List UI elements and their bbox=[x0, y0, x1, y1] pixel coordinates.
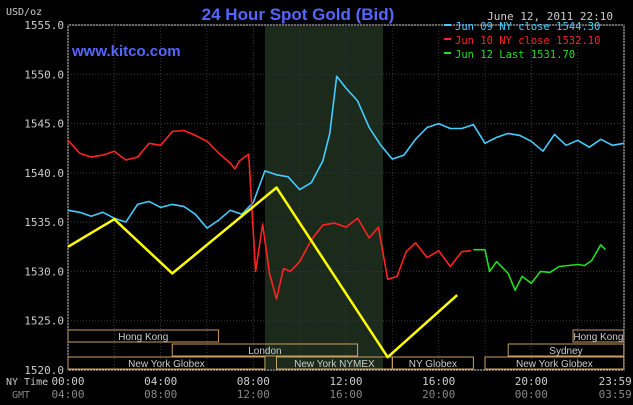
nymex-highlight bbox=[264, 26, 384, 369]
session-label: Hong Kong bbox=[573, 332, 623, 343]
x-tick-label-gmt: 20:00 bbox=[422, 388, 455, 401]
x-tick-label-ny: 23:59 bbox=[599, 375, 632, 388]
series-line-2 bbox=[473, 244, 607, 292]
session-label: NY Globex bbox=[409, 359, 457, 370]
y-tick-label: 1555.0 bbox=[24, 19, 64, 32]
trading-sessions: Hong Kong London New York Globex New York N… bbox=[67, 329, 625, 370]
chart-title: 24 Hour Spot Gold (Bid) bbox=[202, 5, 395, 24]
session-label: New York Globex bbox=[516, 359, 593, 370]
session-label: Hong Kong bbox=[118, 332, 168, 343]
x-axis-ticks: 00:0004:0004:0008:0008:0012:0012:0016:00… bbox=[51, 375, 631, 401]
y-axis-ticks: 1520.0 1525.0 1530.0 1535.0 1540.0 1545.0 1550… bbox=[24, 19, 64, 377]
x-tick-label-ny: 20:00 bbox=[515, 375, 548, 388]
x-tick-label-ny: 00:00 bbox=[51, 375, 84, 388]
y-tick-label: 1545.0 bbox=[24, 118, 64, 131]
x-axis-ny-label: NY Time bbox=[6, 377, 48, 388]
legend: Jun 09 NY close 1544.30 Jun 10 NY close … bbox=[444, 21, 600, 61]
legend-swatch-jun12 bbox=[444, 52, 451, 54]
watermark-url: www.kitco.com bbox=[71, 43, 181, 60]
session-box bbox=[507, 343, 625, 357]
session-label: New York NYMEX bbox=[294, 359, 375, 370]
x-tick-label-gmt: 08:00 bbox=[144, 388, 177, 401]
x-tick-label-gmt: 00:00 bbox=[515, 388, 548, 401]
session-box bbox=[391, 356, 474, 370]
y-tick-label: 1535.0 bbox=[24, 216, 64, 229]
legend-item-jun10: Jun 10 NY close 1532.10 bbox=[455, 35, 600, 47]
x-tick-label-gmt: 04:00 bbox=[51, 388, 84, 401]
legend-item-jun09: Jun 09 NY close 1544.30 bbox=[455, 21, 600, 33]
x-tick-label-ny: 04:00 bbox=[144, 375, 177, 388]
y-tick-label: 1520.0 bbox=[24, 364, 64, 377]
legend-swatch-jun09 bbox=[444, 24, 451, 26]
y-tick-label: 1540.0 bbox=[24, 167, 64, 180]
series-line-1 bbox=[67, 129, 472, 300]
session-label: New York Globex bbox=[128, 359, 205, 370]
session-label: London bbox=[248, 346, 281, 357]
series-line-3 bbox=[67, 186, 459, 359]
y-unit-label: USD/oz bbox=[6, 7, 42, 18]
highlight-band bbox=[264, 26, 384, 369]
session-label: Sydney bbox=[549, 346, 582, 357]
legend-item-jun12: Jun 12 Last 1531.70 bbox=[455, 49, 575, 61]
x-axis-gmt-label: GMT bbox=[12, 390, 30, 401]
x-tick-label-gmt: 12:00 bbox=[237, 388, 270, 401]
session-box bbox=[171, 343, 359, 357]
timestamp: June 12, 2011 22:10 bbox=[487, 10, 613, 23]
price-series bbox=[67, 75, 625, 359]
session-box bbox=[67, 329, 220, 343]
x-tick-label-ny: 08:00 bbox=[237, 375, 270, 388]
x-tick-label-gmt: 03:59 bbox=[599, 388, 632, 401]
y-tick-label: 1530.0 bbox=[24, 265, 64, 278]
session-box bbox=[484, 356, 625, 370]
x-tick-label-ny: 16:00 bbox=[422, 375, 455, 388]
y-tick-label: 1550.0 bbox=[24, 68, 64, 81]
x-tick-label-gmt: 16:00 bbox=[329, 388, 362, 401]
x-tick-label-ny: 12:00 bbox=[329, 375, 362, 388]
grid bbox=[67, 24, 625, 371]
series-line-0 bbox=[67, 75, 625, 229]
session-box bbox=[67, 356, 266, 370]
y-tick-label: 1525.0 bbox=[24, 315, 64, 328]
legend-swatch-jun10 bbox=[444, 38, 451, 40]
session-box bbox=[572, 329, 625, 343]
